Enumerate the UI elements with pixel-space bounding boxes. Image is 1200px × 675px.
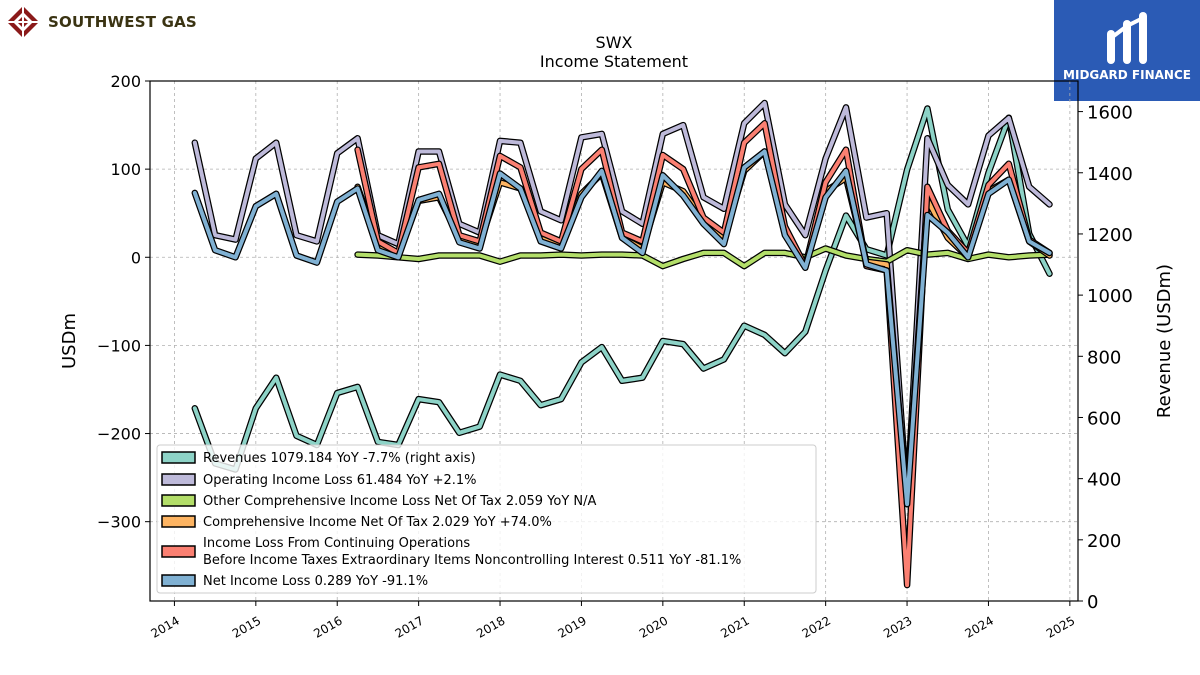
series-line (355, 246, 1052, 269)
x-tick-label: 2022 (800, 613, 833, 640)
x-tick-label: 2025 (1044, 613, 1077, 640)
y2-tick-label: 600 (1087, 408, 1121, 429)
y2-tick-label: 1400 (1087, 164, 1133, 185)
legend-swatch (161, 451, 196, 464)
chart-title: SWX (596, 33, 633, 52)
x-tick-label: 2020 (637, 613, 670, 640)
legend-entry: Net Income Loss 0.289 YoY -91.1% (203, 574, 428, 589)
series-5 (191, 148, 1053, 508)
midgard-logo-icon (1107, 12, 1147, 64)
legend: Revenues 1079.184 YoY -7.7% (right axis)… (156, 444, 817, 594)
y2-tick-label: 1600 (1087, 103, 1133, 124)
y-tick-label: 100 (110, 160, 141, 179)
series-4 (354, 120, 1053, 589)
y2-tick-label: 800 (1087, 347, 1121, 368)
legend-swatch (161, 574, 196, 587)
legend-box (156, 444, 817, 594)
legend-swatch (161, 473, 196, 486)
y2-tick-label: 1200 (1087, 225, 1133, 246)
series-2 (354, 245, 1053, 270)
y2-tick-label: 400 (1087, 470, 1121, 491)
legend-swatch (161, 494, 196, 507)
series-line (192, 149, 1052, 507)
x-tick-label: 2019 (555, 613, 588, 640)
x-tick-label: 2018 (474, 613, 507, 640)
series-line (192, 106, 1052, 472)
y-tick-label: −100 (97, 336, 141, 355)
y2-tick-label: 200 (1087, 531, 1121, 552)
midgard-finance-logo: MIDGARD FINANCE (1054, 0, 1200, 101)
series-layer (191, 99, 1053, 589)
legend-swatch (161, 545, 196, 558)
x-tick-label: 2021 (718, 613, 751, 640)
diamond-logo-icon (7, 6, 39, 38)
y-tick-label: −300 (97, 513, 141, 532)
legend-entry: Operating Income Loss 61.484 YoY +2.1% (203, 473, 477, 488)
x-tick-label: 2023 (881, 613, 914, 640)
x-tick-label: 2017 (393, 613, 426, 640)
chart-subtitle: Income Statement (540, 52, 688, 71)
y2-tick-label: 1000 (1087, 286, 1133, 307)
y-tick-label: 0 (131, 248, 141, 267)
x-tick-label: 2016 (311, 613, 344, 640)
legend-swatch (161, 515, 196, 528)
y-tick-label: −200 (97, 425, 141, 444)
y-axis-label: USDm (59, 313, 80, 369)
southwest-gas-logo: SOUTHWEST GAS (4, 4, 197, 40)
legend-entry: Revenues 1079.184 YoY -7.7% (right axis) (203, 451, 476, 466)
legend-entry: Income Loss From Continuing Operations (203, 536, 470, 551)
plot-frame (149, 80, 1079, 602)
midgard-finance-logo-text: MIDGARD FINANCE (1063, 68, 1191, 82)
x-tick-label: 2024 (963, 613, 996, 640)
series-line (355, 121, 1052, 588)
southwest-gas-logo-text: SOUTHWEST GAS (48, 13, 197, 31)
x-tick-label: 2015 (230, 613, 263, 640)
y2-tick-label: 0 (1087, 592, 1098, 613)
legend-entry: Other Comprehensive Income Loss Net Of T… (203, 494, 597, 509)
x-tick-label: 2014 (148, 613, 181, 640)
y-tick-label: 200 (110, 72, 141, 91)
legend-entry: Comprehensive Income Net Of Tax 2.029 Yo… (203, 515, 552, 530)
series-0 (191, 105, 1053, 473)
legend-entry: Before Income Taxes Extraordinary Items … (203, 553, 741, 568)
y2-axis-label: Revenue (USDm) (1154, 264, 1175, 418)
